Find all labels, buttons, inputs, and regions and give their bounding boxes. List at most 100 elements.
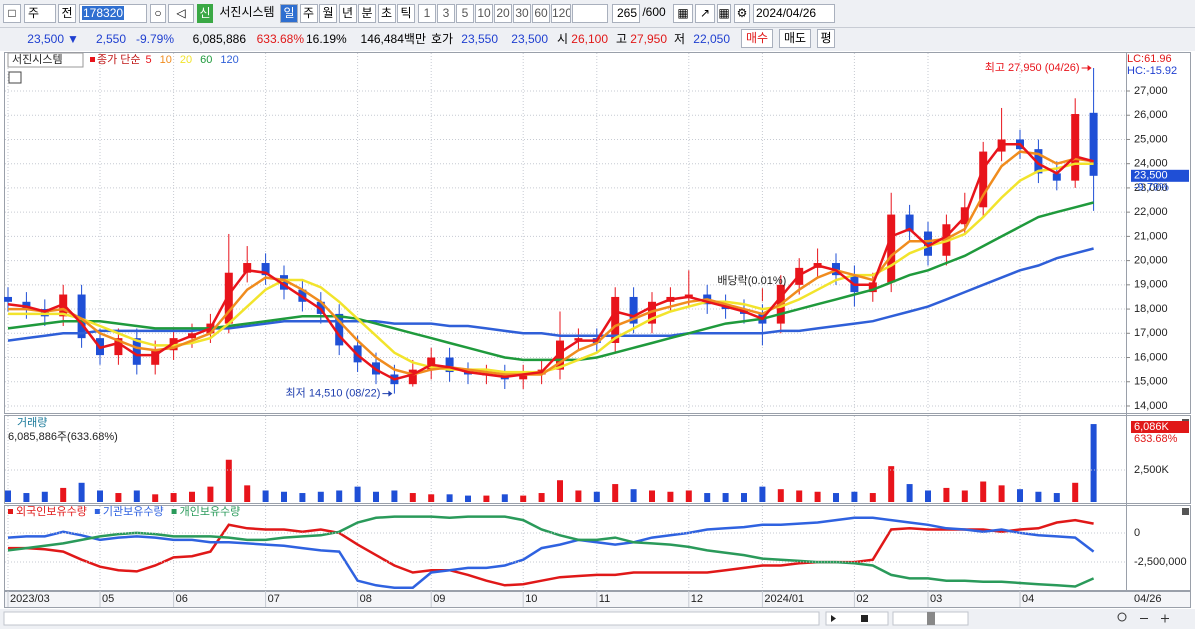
interval-button[interactable]: 60: [532, 4, 550, 23]
legend-label: 기관보유수량: [103, 505, 164, 518]
volume-panel: [4, 415, 1191, 504]
candle-body: [77, 294, 86, 339]
sound-button[interactable]: ◁: [168, 4, 194, 23]
interval-button[interactable]: 30: [513, 4, 531, 23]
moving-average-line: [7, 143, 1094, 381]
volume-bar: [685, 490, 692, 502]
stock-name: 서진시스템: [219, 5, 275, 19]
y-tick-label: 22,000: [1134, 206, 1168, 218]
volume-bar: [888, 466, 895, 502]
amount: 146,484백만: [360, 32, 426, 46]
candle-body: [4, 296, 12, 302]
scope-button[interactable]: 전: [58, 4, 76, 23]
y-tick-label: 19,000: [1134, 279, 1168, 291]
search-button[interactable]: ○: [150, 4, 166, 23]
candle-body: [445, 357, 454, 373]
volume-bar: [575, 490, 582, 502]
last-volume-rate: 633.68%: [1134, 433, 1178, 445]
zoom-thumb[interactable]: [927, 612, 935, 625]
x-tick-label: 07: [268, 593, 280, 605]
zoom-in-icon[interactable]: [1161, 614, 1169, 623]
tool-icon[interactable]: ↗: [695, 4, 715, 23]
count-input[interactable]: 265: [612, 4, 640, 23]
annotation-arrowhead: [388, 390, 393, 397]
search-icon[interactable]: [1117, 612, 1127, 622]
y-tick-label: 18,000: [1134, 303, 1168, 315]
y-tick-label: 24,000: [1134, 158, 1168, 170]
high-label: 고: [616, 32, 628, 46]
candle-body: [1034, 149, 1043, 174]
volume-bar: [281, 491, 287, 502]
quote-bar: 23,500 ▼ 2,550 -9.79% 6,085,886 633.68% …: [0, 0, 1195, 50]
volume-bar: [133, 490, 140, 502]
volume-bar: [998, 485, 1005, 502]
period-button[interactable]: 틱: [397, 4, 415, 23]
legend-swatch: [90, 57, 95, 62]
interval-button[interactable]: 20: [494, 4, 512, 23]
panel-button[interactable]: [1182, 508, 1189, 515]
candle-body: [887, 214, 896, 283]
volume-bar: [501, 494, 508, 502]
type-select[interactable]: 주: [24, 4, 56, 23]
volume-bar: [722, 493, 729, 502]
blank-select[interactable]: [572, 4, 608, 23]
volume-bar: [869, 493, 876, 502]
volume-bar: [630, 489, 637, 502]
period-button[interactable]: 일: [280, 4, 298, 23]
volume-bar: [483, 495, 490, 502]
interval-button[interactable]: 1: [418, 4, 436, 23]
period-button[interactable]: 초: [377, 4, 396, 23]
play-controls[interactable]: [825, 611, 889, 626]
calc-icon[interactable]: [8, 71, 22, 84]
period-button[interactable]: 년: [338, 4, 357, 23]
volume-bar: [1053, 493, 1060, 502]
x-axis-row: [4, 591, 1191, 608]
candle-body: [905, 214, 914, 232]
volume-bar: [925, 490, 931, 502]
volume-bar: [152, 494, 159, 502]
volume-bar: [23, 493, 30, 502]
price-panel: [4, 52, 1191, 414]
settings-icon[interactable]: ⚙: [734, 4, 750, 23]
candle-body: [574, 338, 583, 341]
period-button[interactable]: 분: [358, 4, 376, 23]
code-input[interactable]: 178320: [79, 4, 147, 23]
volume-bar: [593, 491, 600, 502]
candle-body: [280, 275, 288, 290]
period-button[interactable]: 주: [299, 4, 318, 23]
legend-label: 20: [180, 54, 192, 66]
interval-button[interactable]: 3: [437, 4, 455, 23]
stop-icon[interactable]: [861, 615, 868, 622]
candle-body: [1071, 114, 1080, 181]
play-icon[interactable]: [831, 615, 836, 622]
legend-swatch: [8, 509, 13, 514]
holding-line: [7, 515, 1095, 588]
trade-button[interactable]: 매도: [779, 29, 811, 48]
trade-button[interactable]: 매수: [741, 29, 773, 48]
scrollbar[interactable]: [3, 611, 820, 626]
y-tick-label: 0: [1134, 527, 1140, 539]
date-input[interactable]: 2024/04/26: [753, 4, 835, 23]
x-tick-label: 08: [360, 593, 372, 605]
interval-button[interactable]: 5: [456, 4, 474, 23]
annotation: 최고 27,950 (04/26): [985, 61, 1080, 74]
x-tick-label: 05: [102, 593, 114, 605]
y-tick-label: 17,000: [1134, 327, 1168, 339]
y-tick-label: -2,500,000: [1134, 556, 1187, 568]
candle-body: [335, 313, 344, 346]
interval-button[interactable]: 10: [475, 4, 493, 23]
menu-icon[interactable]: □: [3, 4, 21, 23]
tool-icon[interactable]: ▦: [673, 4, 693, 23]
change-arrow: ▼: [67, 32, 79, 46]
y-tick-label: 25,000: [1134, 133, 1168, 145]
interval-button[interactable]: 120: [551, 4, 571, 23]
volume-bar: [1072, 482, 1079, 502]
panel-title: 거래량: [17, 416, 47, 429]
volume-bar: [704, 493, 711, 502]
save-icon[interactable]: ▦: [717, 4, 731, 23]
period-button[interactable]: 월: [319, 4, 337, 23]
volume-bar: [777, 489, 784, 502]
candle-body: [151, 350, 160, 365]
trade-button[interactable]: 평: [817, 29, 835, 48]
